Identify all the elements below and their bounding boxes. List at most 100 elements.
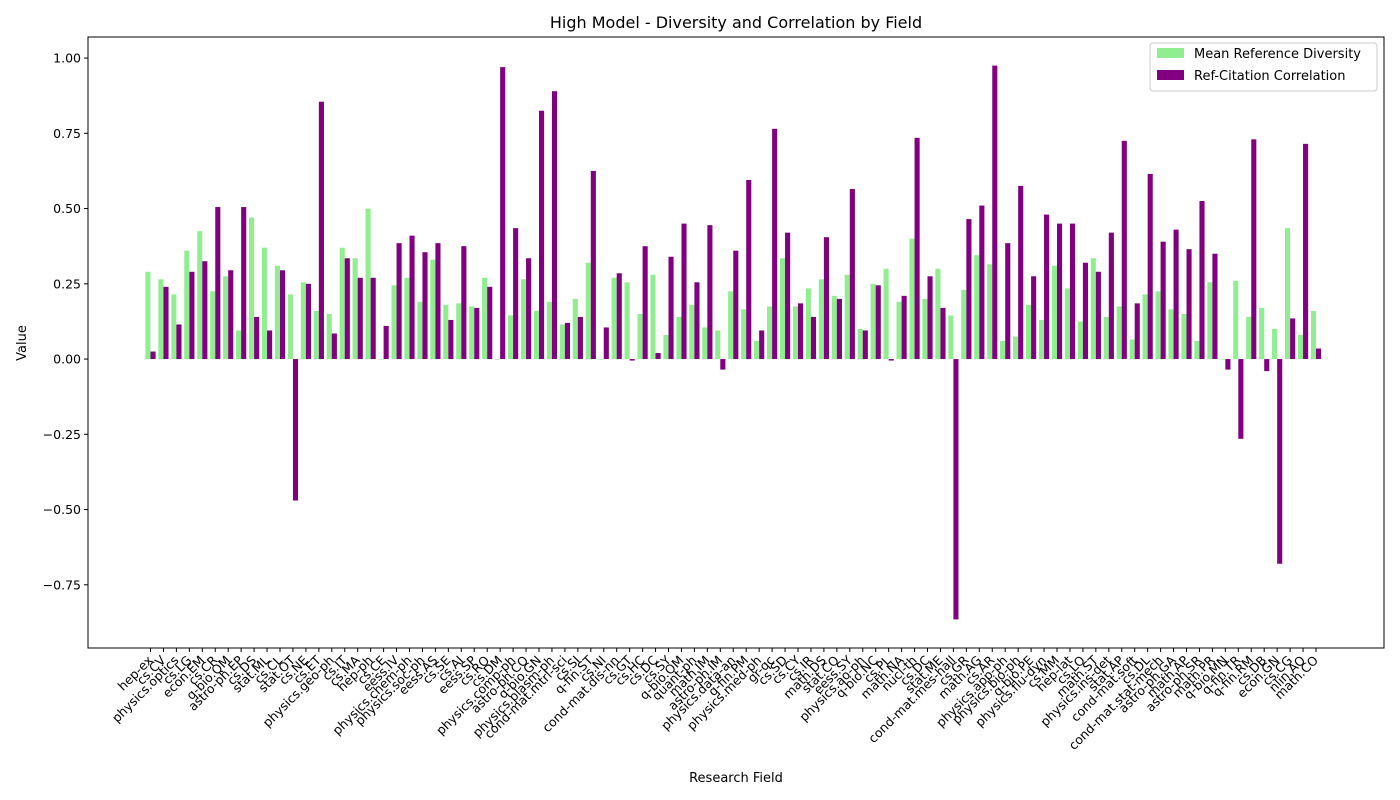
bar-mean-reference-diversity (1207, 282, 1213, 360)
bar-mean-reference-diversity (520, 279, 527, 360)
bar-mean-reference-diversity (145, 271, 151, 360)
bar-ref-citation-correlation (940, 307, 946, 360)
bar-ref-citation-correlation (551, 91, 558, 360)
bar-ref-citation-correlation (1082, 262, 1088, 360)
bar-mean-reference-diversity (818, 279, 824, 360)
bar-ref-citation-correlation (1005, 243, 1011, 360)
bar-mean-reference-diversity (404, 277, 410, 360)
bar-mean-reference-diversity (391, 285, 397, 360)
y-tick-label: 0.00 (53, 352, 81, 367)
bar-mean-reference-diversity (261, 247, 268, 360)
bar-ref-citation-correlation (189, 271, 195, 360)
bar-mean-reference-diversity (1013, 336, 1019, 360)
bar-ref-citation-correlation (422, 252, 428, 360)
bar-mean-reference-diversity (1246, 316, 1252, 360)
bar-mean-reference-diversity (909, 238, 915, 360)
bar-mean-reference-diversity (1116, 306, 1122, 360)
bar-ref-citation-correlation (1316, 348, 1322, 360)
bar-mean-reference-diversity (922, 298, 928, 360)
y-tick-label: 0.50 (53, 201, 81, 216)
legend: Mean Reference Diversity Ref-Citation Cor… (1149, 42, 1378, 92)
bar-mean-reference-diversity (1103, 316, 1109, 360)
bar-ref-citation-correlation (292, 359, 299, 501)
bar-mean-reference-diversity (650, 274, 656, 360)
bar-ref-citation-correlation (1044, 214, 1050, 360)
bar-ref-citation-correlation (513, 228, 519, 360)
bar-mean-reference-diversity (443, 304, 449, 360)
bar-ref-citation-correlation (448, 319, 454, 360)
x-axis-label: Research Field (689, 771, 783, 786)
y-tick-label: 0.75 (53, 126, 81, 141)
bar-ref-citation-correlation (901, 295, 907, 360)
bar-ref-citation-correlation (694, 282, 700, 360)
bar-mean-reference-diversity (974, 255, 980, 360)
bar-mean-reference-diversity (1077, 321, 1083, 360)
bar-mean-reference-diversity (1142, 294, 1148, 360)
bar-mean-reference-diversity (689, 304, 695, 360)
bar-ref-citation-correlation (707, 225, 713, 360)
bar-mean-reference-diversity (365, 208, 371, 360)
bar-mean-reference-diversity (792, 306, 798, 360)
bar-mean-reference-diversity (663, 334, 669, 360)
bar-ref-citation-correlation (810, 316, 817, 360)
bar-ref-citation-correlation (668, 256, 674, 360)
x-axis: hep-excs.CVphysics.opticscs.LGecon.EMcs.… (109, 648, 1321, 753)
bar-mean-reference-diversity (702, 327, 708, 360)
bar-ref-citation-correlation (914, 137, 920, 360)
bar-mean-reference-diversity (598, 359, 604, 360)
legend-box (1149, 42, 1378, 92)
bar-mean-reference-diversity (1285, 228, 1291, 360)
bar-mean-reference-diversity (469, 306, 475, 360)
bar-mean-reference-diversity (197, 231, 203, 360)
bar-mean-reference-diversity (857, 328, 863, 360)
bar-mean-reference-diversity (896, 301, 902, 360)
bar-mean-reference-diversity (754, 341, 760, 360)
bar-mean-reference-diversity (508, 315, 514, 360)
bar-ref-citation-correlation (681, 223, 687, 360)
bar-mean-reference-diversity (870, 283, 876, 360)
bar-mean-reference-diversity (676, 316, 682, 360)
bar-ref-citation-correlation (202, 261, 208, 360)
bar-ref-citation-correlation (1238, 359, 1244, 439)
bar-mean-reference-diversity (223, 276, 229, 360)
bar-ref-citation-correlation (629, 359, 635, 361)
bar-ref-citation-correlation (176, 324, 182, 360)
y-tick-label: −0.25 (43, 427, 81, 442)
bar-mean-reference-diversity (533, 310, 539, 360)
bar-ref-citation-correlation (823, 237, 829, 360)
bar-ref-citation-correlation (785, 232, 791, 360)
y-axis-label: Value (15, 325, 30, 361)
bar-ref-citation-correlation (759, 330, 765, 360)
bar-ref-citation-correlation (1264, 359, 1270, 372)
bar-mean-reference-diversity (378, 359, 384, 360)
bar-mean-reference-diversity (948, 315, 954, 360)
bar-ref-citation-correlation (1018, 185, 1024, 360)
bar-mean-reference-diversity (831, 295, 837, 360)
bar-mean-reference-diversity (741, 309, 747, 360)
bar-mean-reference-diversity (274, 265, 280, 360)
bar-mean-reference-diversity (249, 217, 255, 360)
bar-ref-citation-correlation (1251, 139, 1257, 360)
bar-ref-citation-correlation (1147, 173, 1153, 360)
bar-ref-citation-correlation (603, 327, 609, 360)
bar-ref-citation-correlation (564, 322, 570, 360)
bar-ref-citation-correlation (642, 246, 648, 360)
bar-ref-citation-correlation (228, 270, 234, 360)
bar-ref-citation-correlation (487, 286, 493, 360)
bar-ref-citation-correlation (357, 277, 363, 360)
bar-mean-reference-diversity (287, 294, 293, 360)
bar-ref-citation-correlation (772, 128, 778, 360)
bars-layer (145, 65, 1322, 620)
bar-ref-citation-correlation (1160, 241, 1166, 360)
bar-ref-citation-correlation (849, 189, 855, 360)
bar-mean-reference-diversity (767, 306, 773, 360)
bar-ref-citation-correlation (1173, 229, 1179, 360)
bar-ref-citation-correlation (1225, 359, 1231, 370)
bar-ref-citation-correlation (539, 110, 545, 360)
bar-mean-reference-diversity (585, 262, 591, 360)
bar-ref-citation-correlation (979, 205, 985, 360)
bar-ref-citation-correlation (1095, 271, 1101, 360)
bar-mean-reference-diversity (611, 277, 617, 360)
bar-ref-citation-correlation (344, 258, 350, 360)
